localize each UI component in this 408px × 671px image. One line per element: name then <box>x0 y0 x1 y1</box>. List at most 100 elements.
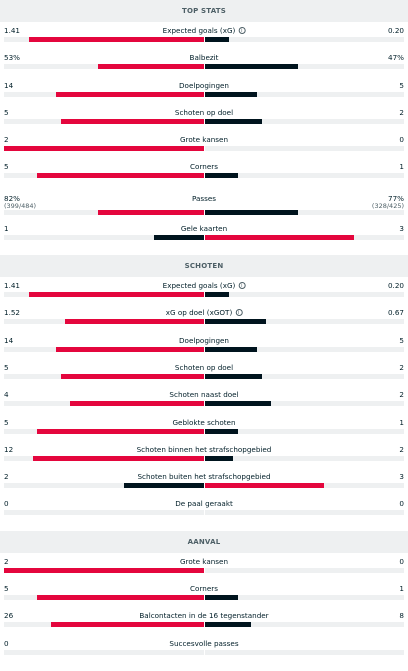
stat-name-text: Schoten op doel <box>174 362 234 372</box>
home-bar-track <box>4 292 204 298</box>
away-bar-track <box>204 292 404 298</box>
home-bar-track <box>4 37 204 42</box>
home-bar-fill <box>4 146 204 152</box>
home-value: 1.41 <box>4 26 21 35</box>
away-bar-track <box>204 64 404 70</box>
stat-row: 26 Balcontacten in de 16 tegenstander 8 <box>0 607 408 634</box>
stat-row: 5 Corners 1 <box>0 580 408 607</box>
home-value: 5 <box>4 162 9 172</box>
home-value: 5 <box>4 107 9 117</box>
home-bar-fill <box>65 319 204 325</box>
away-value: 5 <box>399 80 404 90</box>
stat-name: Grote kansen <box>180 135 228 144</box>
stat-row: 53% Balbezit 47% <box>0 49 408 76</box>
section-header: AANVAL <box>0 530 408 553</box>
stat-row: 2 Grote kansen 0 <box>0 553 408 580</box>
away-value: 0 <box>399 499 404 509</box>
stat-row: 0 De paal geraakt 0 <box>0 495 408 522</box>
stat-name-text: Doelpogingen <box>179 335 229 345</box>
home-bar-fill <box>37 595 204 601</box>
stat-row: 1.41 Expected goals (xG) i 0.20 <box>0 22 408 49</box>
home-bar-track <box>4 91 204 97</box>
stat-name-text: Balcontacten in de 16 tegenstander <box>139 611 269 621</box>
away-bar-fill <box>204 401 271 407</box>
info-icon[interactable]: i <box>238 282 246 290</box>
away-bar-track <box>204 567 404 573</box>
away-bar-track <box>204 401 404 407</box>
stat-name-text: Succesvolle passes <box>169 638 239 648</box>
stat-name-text: Corners <box>190 162 218 172</box>
home-value: 5 <box>4 417 9 427</box>
stat-label-line: 26 Balcontacten in de 16 tegenstander 8 <box>4 611 404 621</box>
stat-name: Corners <box>190 584 218 593</box>
home-value: 2 <box>4 135 9 145</box>
stat-label-line: 1 Gele kaarten 3 <box>4 224 404 234</box>
home-value: 5 <box>4 584 9 594</box>
away-value: 0.67 <box>387 308 404 318</box>
stat-row: 1 Gele kaarten 3 <box>0 220 408 247</box>
comparison-bar <box>4 292 404 298</box>
stat-name: Schoten binnen het strafschopgebied <box>137 445 272 454</box>
home-bar-track <box>4 319 204 325</box>
stat-name: Geblokte schoten <box>172 418 235 427</box>
info-icon[interactable]: i <box>235 309 243 317</box>
stat-name: xG op doel (xGOT) i <box>166 308 243 317</box>
stat-label-line: 0 De paal geraakt 0 <box>4 499 404 509</box>
away-value: 0 <box>399 135 404 145</box>
away-bar-fill <box>204 173 238 179</box>
away-bar-fill <box>204 428 238 434</box>
section-header: TOP STATS <box>0 0 408 22</box>
stat-label-line: 0 Succesvolle passes <box>4 639 404 649</box>
info-icon[interactable]: i <box>238 27 246 34</box>
stat-label-line: 2 Grote kansen 0 <box>4 557 404 567</box>
stat-name-text: De paal geraakt <box>175 499 233 509</box>
home-bar-track <box>4 510 204 516</box>
stat-label-line: 1.41 Expected goals (xG) i 0.20 <box>4 26 404 36</box>
stat-row: 5 Corners 1 <box>0 158 408 185</box>
away-value: 77% <box>388 193 404 203</box>
stat-name: Doelpogingen <box>179 81 229 90</box>
away-value: 8 <box>399 611 404 621</box>
home-bar-fill <box>56 346 204 352</box>
stat-row: 2 Grote kansen 0 <box>0 131 408 158</box>
away-value: 3 <box>399 223 404 233</box>
stat-row: 12 Schoten binnen het strafschopgebied 2 <box>0 441 408 468</box>
stat-name-text: Doelpogingen <box>179 80 229 90</box>
comparison-bar <box>4 209 404 215</box>
comparison-bar <box>4 595 404 601</box>
section-header: SCHOTEN <box>0 255 408 278</box>
away-bar-fill <box>204 292 230 298</box>
stat-name: Schoten naast doel <box>169 390 238 399</box>
stat-name-text: Passes <box>191 193 217 203</box>
away-value: 1 <box>399 162 404 172</box>
stat-label-line: 2 Grote kansen 0 <box>4 135 404 145</box>
home-bar-track <box>4 146 204 152</box>
stat-name-text: Schoten naast doel <box>169 390 239 400</box>
away-value: 47% <box>388 53 404 63</box>
stat-name: Grote kansen <box>180 557 228 566</box>
away-bar-track <box>204 510 404 516</box>
stat-name: Balcontacten in de 16 tegenstander <box>139 611 268 620</box>
home-value: 82% <box>4 193 20 203</box>
away-bar-track <box>204 118 404 124</box>
home-bar-track <box>4 373 204 379</box>
stat-row: 4 Schoten naast doel 2 <box>0 386 408 413</box>
comparison-bar <box>4 91 404 97</box>
stat-label-line: 12 Schoten binnen het strafschopgebied 2 <box>4 445 404 455</box>
away-bar-track <box>204 173 404 179</box>
stat-name: Schoten buiten het strafschopgebied <box>137 472 270 481</box>
home-value: 2 <box>4 556 9 566</box>
away-value: 2 <box>399 362 404 372</box>
stat-row: 1.52 xG op doel (xGOT) i 0.67 <box>0 304 408 331</box>
away-bar-fill <box>204 319 266 325</box>
comparison-bar <box>4 64 404 70</box>
section-gap <box>0 247 408 255</box>
stat-name-text: xG op doel (xGOT) <box>165 308 233 318</box>
home-bar-track <box>4 622 204 628</box>
stat-name: De paal geraakt <box>175 499 233 508</box>
stat-label-line: 5 Corners 1 <box>4 162 404 172</box>
away-bar-fill <box>204 622 252 628</box>
away-bar-track <box>204 595 404 601</box>
comparison-bar <box>4 428 404 434</box>
away-bar-fill <box>204 37 230 42</box>
